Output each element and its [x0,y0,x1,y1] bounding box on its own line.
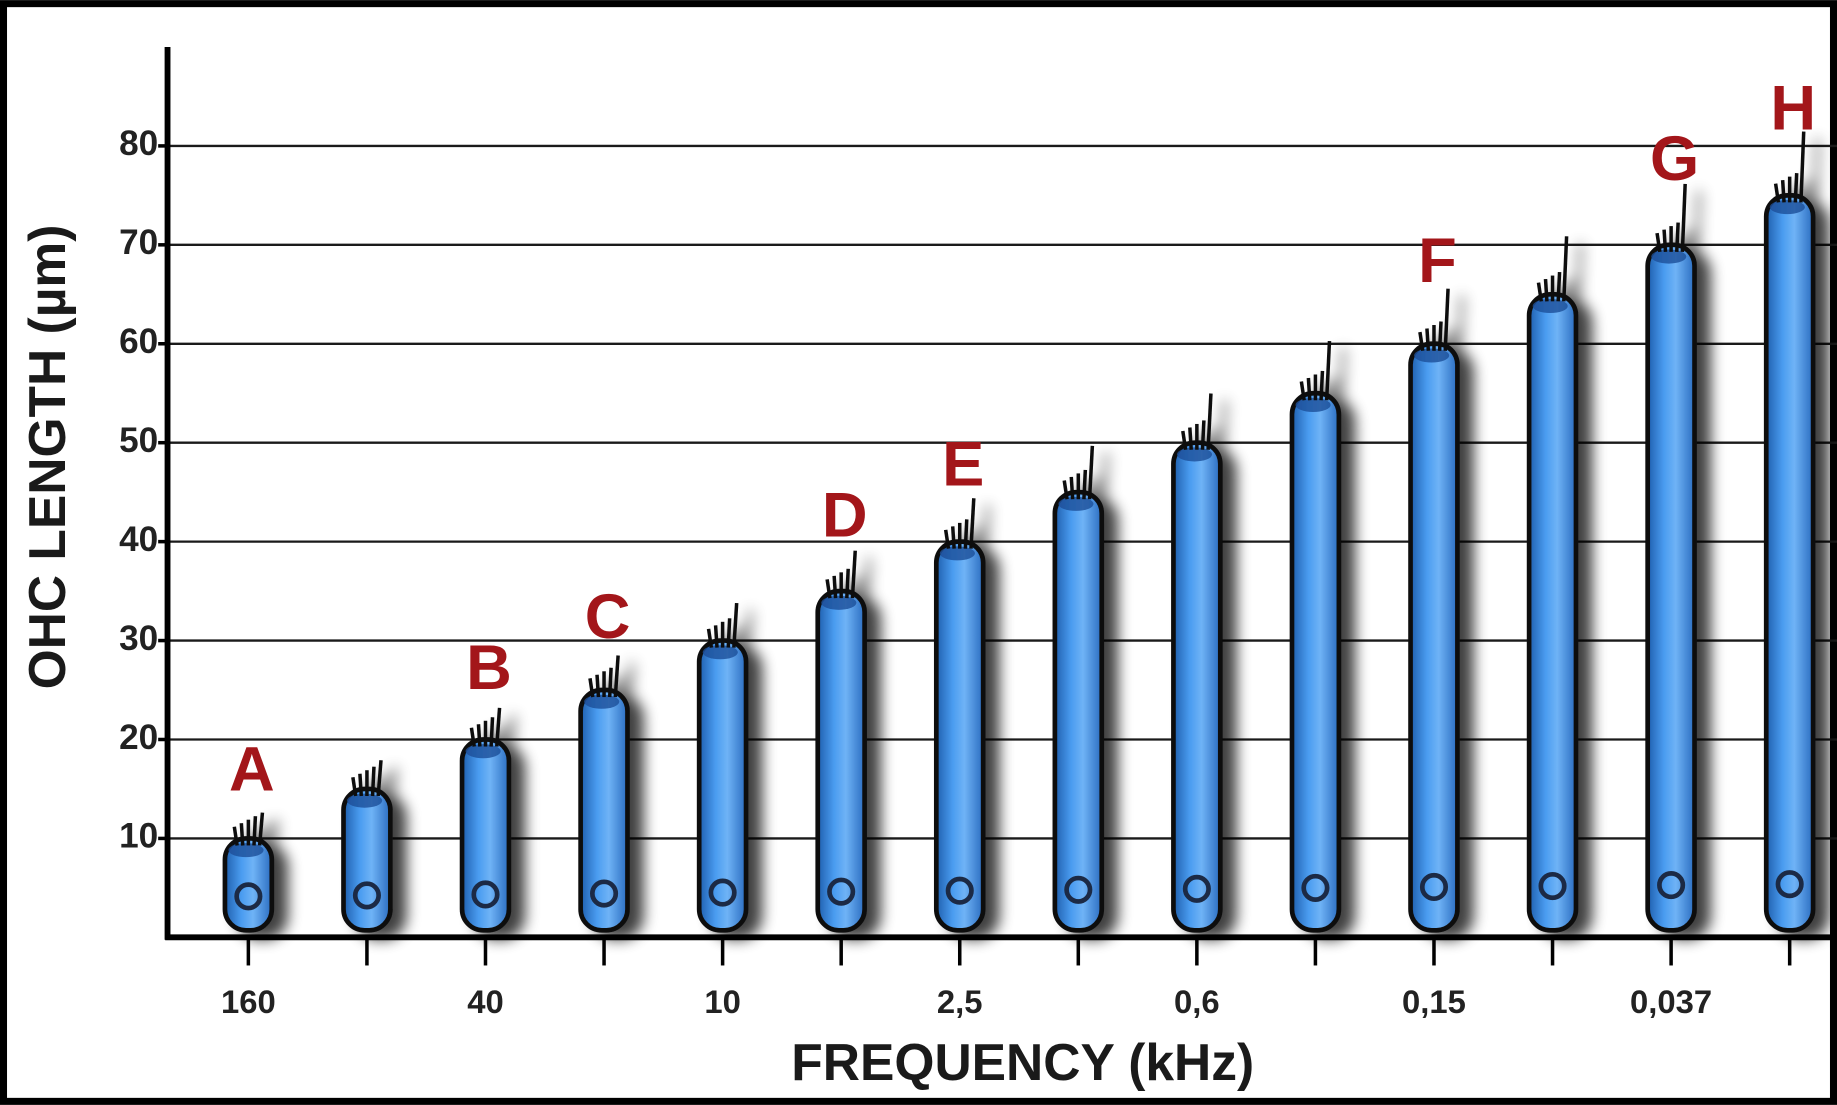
cell [936,498,983,930]
bar-label: F [1418,226,1457,296]
bar [462,739,509,930]
bar [581,690,628,930]
x-tick-label: 0,037 [1630,983,1712,1020]
hair [360,774,361,796]
hair [1427,329,1428,351]
hair [1190,427,1191,449]
hair [478,724,479,746]
hair [1202,420,1203,449]
hair [1677,223,1678,252]
cell [1055,446,1102,930]
y-axis-title: OHC LENGTH (µm) [18,225,76,690]
hair [1783,180,1784,202]
cell [699,603,746,930]
y-tick-label: 80 [119,124,158,163]
bar-label: D [822,480,868,550]
x-tick-label: 2,5 [937,983,983,1020]
hair [610,668,611,697]
y-tick-label: 50 [119,421,158,460]
cell [1411,289,1458,931]
x-tick-label: 40 [467,983,503,1020]
hair [953,526,954,548]
bar-label: A [229,735,275,805]
hair [1308,378,1309,400]
hair [1795,173,1796,202]
bar [1411,344,1458,931]
y-tick-label: 10 [119,817,158,856]
y-tick-label: 30 [119,619,158,658]
y-tick-label: 40 [119,520,158,559]
hair [373,767,374,796]
bar [1292,393,1339,930]
y-tick-label: 20 [119,718,158,757]
x-tick-label: 160 [221,983,276,1020]
hair [1084,470,1085,499]
chart: OHC LENGTH (µm) FREQUENCY (kHz) A B C D E F G H… [0,0,1837,1105]
bar [1173,443,1220,931]
hair [1321,371,1322,400]
x-axis-title: FREQUENCY (kHz) [791,1033,1254,1091]
hair [1558,272,1559,301]
hair [847,569,848,598]
cell [1529,236,1576,930]
cell [1292,341,1339,930]
x-tick-label: 0,6 [1174,983,1220,1020]
cell [581,655,628,930]
hair [491,717,492,746]
cell [1173,393,1220,930]
hair [597,675,598,697]
y-tick-label: 60 [119,322,158,361]
hair [254,816,255,845]
bar-label: E [942,429,984,499]
bar [699,641,746,931]
hair [716,625,717,647]
hair [1664,230,1665,252]
y-tick-label: 70 [119,223,158,262]
hair [1546,279,1547,301]
hair [1071,477,1072,499]
bar [1529,294,1576,930]
x-tick-label: 0,15 [1402,983,1466,1020]
cell [1766,132,1813,931]
bar-label: G [1650,124,1699,194]
cell [1648,184,1695,930]
bar-label: C [585,582,631,652]
hair [965,519,966,548]
hair [834,576,835,598]
bar [1766,195,1813,930]
cell [818,551,865,931]
hair [1440,322,1441,351]
bar [936,542,983,931]
hair [728,618,729,647]
bar-label: H [1770,73,1816,143]
bar [1055,492,1102,930]
bar-label: B [466,633,512,703]
x-tick-label: 10 [704,983,740,1020]
hair [241,823,242,845]
bar [1648,245,1695,930]
